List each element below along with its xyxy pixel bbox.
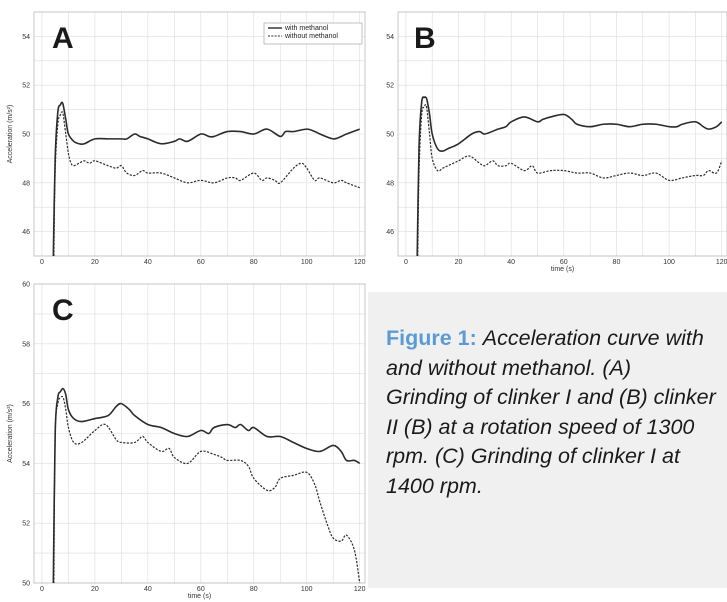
- x-tick-label: 0: [40, 586, 44, 593]
- x-tick-label: 20: [91, 586, 99, 593]
- panel-letter-a: A: [52, 22, 74, 55]
- y-tick-label: 54: [22, 34, 30, 41]
- legend-label: without methanol: [284, 33, 338, 40]
- x-tick-label: 40: [144, 259, 152, 266]
- y-tick-label: 52: [386, 83, 394, 90]
- y-tick-label: 50: [22, 132, 30, 139]
- y-axis-label: Acceleration (m/s²): [7, 404, 14, 463]
- legend-box: [263, 22, 363, 45]
- chart-panel-a: 0 20 40 60 80 100 120 46 48 50 52 54 Acceleration (m…: [7, 11, 366, 266]
- x-tick-label: 100: [301, 259, 313, 266]
- caption-box: [368, 292, 727, 588]
- x-tick-label: 60: [560, 259, 568, 266]
- x-tick-label: 60: [197, 259, 205, 266]
- y-tick-label: 48: [22, 180, 30, 187]
- x-tick-label: 60: [197, 586, 205, 593]
- panel-letter-c: C: [52, 294, 74, 327]
- series-line-without-methanol: [417, 104, 723, 256]
- figure-caption: Figure 1: Acceleration curve with and wi…: [386, 324, 716, 501]
- x-axis-label: time (s): [551, 266, 574, 273]
- y-tick-label: 46: [22, 229, 30, 236]
- x-tick-label: 20: [91, 259, 99, 266]
- x-axis-label: time (s): [188, 593, 211, 600]
- series-group: [416, 96, 723, 256]
- y-tick-label: 52: [22, 521, 30, 528]
- x-tick-label: 40: [507, 259, 515, 266]
- y-tick-label: 58: [22, 341, 30, 348]
- panel-letter-b: B: [414, 22, 436, 55]
- y-axis-label: Acceleration (m/s²): [7, 105, 14, 164]
- series-line-with-methanol: [52, 101, 360, 256]
- chart-panel-b: 0 20 40 60 80 100 120 46 48 50 52 54 time (s) B: [386, 11, 727, 273]
- plot-frame: [397, 11, 727, 257]
- series-line-with-methanol: [52, 387, 361, 583]
- caption-text: Acceleration curve with and without meth…: [386, 326, 716, 498]
- x-tick-label: 80: [250, 586, 258, 593]
- y-tick-label: 56: [22, 401, 30, 408]
- y-tick-label: 52: [22, 83, 30, 90]
- series-group: [52, 101, 360, 256]
- x-tick-label: 0: [404, 259, 408, 266]
- y-tick-label: 50: [22, 581, 30, 588]
- x-tick-label: 120: [354, 259, 366, 266]
- series-line-without-methanol: [53, 111, 360, 256]
- x-tick-label: 80: [250, 259, 258, 266]
- series-line-without-methanol: [53, 395, 361, 583]
- series-line-with-methanol: [416, 96, 723, 256]
- x-tick-label: 40: [144, 586, 152, 593]
- y-tick-label: 50: [386, 132, 394, 139]
- y-tick-label: 46: [386, 229, 394, 236]
- caption-label: Figure 1:: [386, 326, 477, 350]
- legend-label: with methanol: [284, 25, 329, 32]
- x-tick-label: 100: [663, 259, 675, 266]
- x-tick-label: 100: [301, 586, 313, 593]
- x-tick-label: 120: [716, 259, 727, 266]
- y-tick-label: 60: [22, 282, 30, 289]
- y-tick-label: 48: [386, 180, 394, 187]
- x-tick-label: 80: [613, 259, 621, 266]
- x-tick-label: 120: [354, 586, 366, 593]
- plot-frame: [33, 283, 366, 584]
- x-tick-label: 20: [455, 259, 463, 266]
- series-group: [52, 387, 361, 583]
- y-tick-label: 54: [386, 34, 394, 41]
- y-tick-label: 54: [22, 461, 30, 468]
- x-tick-label: 0: [40, 259, 44, 266]
- plot-frame: [33, 11, 366, 257]
